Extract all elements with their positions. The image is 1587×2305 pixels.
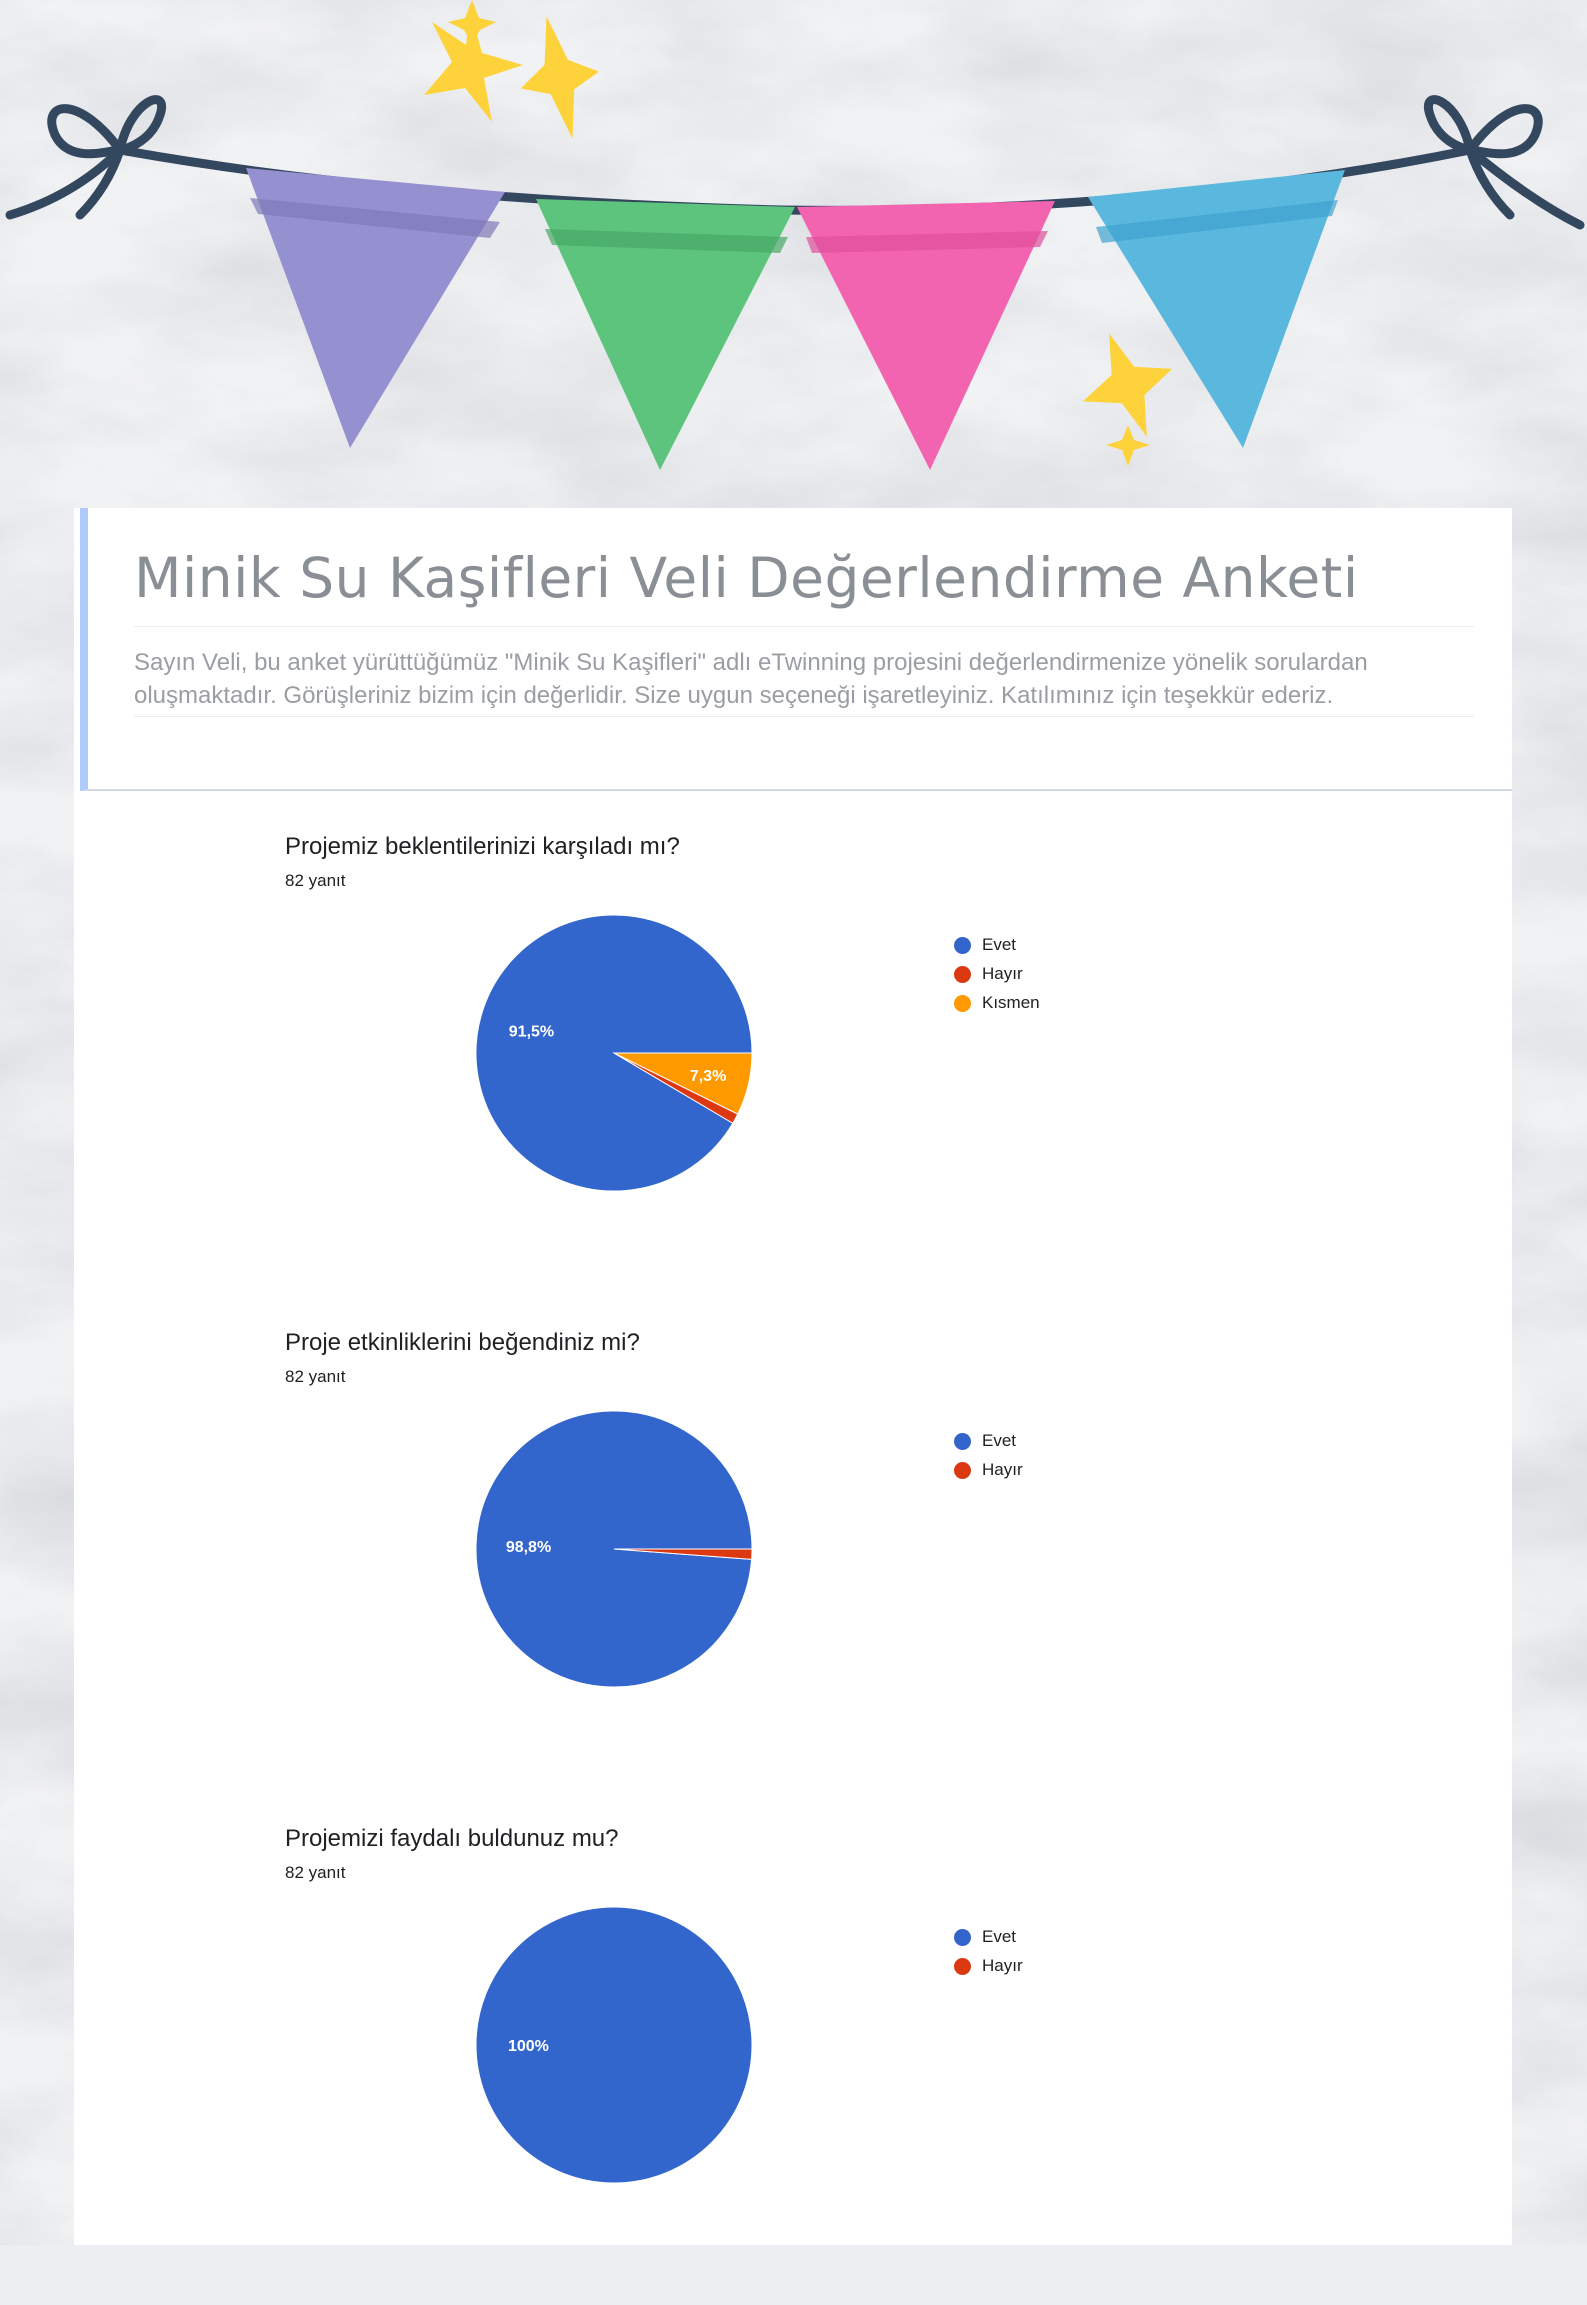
legend-label: Hayır <box>982 1460 1023 1479</box>
response-count: 82 yanıt <box>285 871 346 890</box>
legend-label: Kısmen <box>982 993 1040 1012</box>
pie-chart-activities: 98,8% <box>475 1410 753 1688</box>
star-icons <box>424 0 1173 466</box>
flag-pink <box>797 201 1055 470</box>
legend-swatch <box>954 1462 971 1479</box>
legend-label: Evet <box>982 1927 1017 1946</box>
legend-label: Hayır <box>982 964 1023 983</box>
legend-swatch <box>954 966 971 983</box>
legend-swatch <box>954 937 971 954</box>
question-title: Projemizi faydalı buldunuz mu? <box>285 1825 619 1852</box>
question-title: Projemiz beklentilerinizi karşıladı mı? <box>285 833 680 860</box>
response-count: 82 yanıt <box>285 1863 346 1882</box>
pie-label-kismen: 7,3% <box>690 1068 726 1085</box>
question-card: Projemiz beklentilerinizi karşıladı mı? … <box>74 833 1512 1313</box>
pie-slice-kismen <box>613 1052 753 1115</box>
pie-label-evet: 100% <box>508 2038 549 2055</box>
legend-label: Hayır <box>982 1956 1023 1975</box>
flag-purple <box>246 168 505 448</box>
bunting-garland <box>5 0 1585 470</box>
legend-label: Evet <box>982 935 1017 954</box>
legend-swatch <box>954 1433 971 1450</box>
pie-slice-hayir <box>613 1548 753 1560</box>
right-bow <box>1424 95 1585 230</box>
pie-label-evet: 91,5% <box>509 1023 554 1040</box>
legend-swatch <box>954 995 971 1012</box>
question-card: Projemizi faydalı buldunuz mu? 82 yanıt … <box>74 1825 1512 2305</box>
pie-slice-evet <box>475 1906 753 2184</box>
legend-label: Evet <box>982 1431 1017 1450</box>
response-count: 82 yanıt <box>285 1367 346 1386</box>
flag-green <box>536 199 795 470</box>
form-description: Sayın Veli, bu anket yürüttüğümüz "Minik… <box>134 646 1474 717</box>
question-title: Proje etkinliklerini beğendiniz mi? <box>285 1329 640 1356</box>
form-title: Minik Su Kaşifleri Veli Değerlendirme An… <box>134 546 1474 627</box>
left-bow <box>5 95 166 220</box>
pie-chart-expectations: 91,5% 7,3% <box>475 914 753 1192</box>
pie-label-evet: 98,8% <box>506 1539 551 1556</box>
flag-blue <box>1088 170 1345 448</box>
question-card: Proje etkinliklerini beğendiniz mi? 82 y… <box>74 1329 1512 1809</box>
form-header: Minik Su Kaşifleri Veli Değerlendirme An… <box>80 508 1512 791</box>
legend-swatch <box>954 1958 971 1975</box>
legend-swatch <box>954 1929 971 1946</box>
form-summary-card: Minik Su Kaşifleri Veli Değerlendirme An… <box>74 508 1512 2245</box>
pie-chart-usefulness: 100% <box>475 1906 753 2184</box>
